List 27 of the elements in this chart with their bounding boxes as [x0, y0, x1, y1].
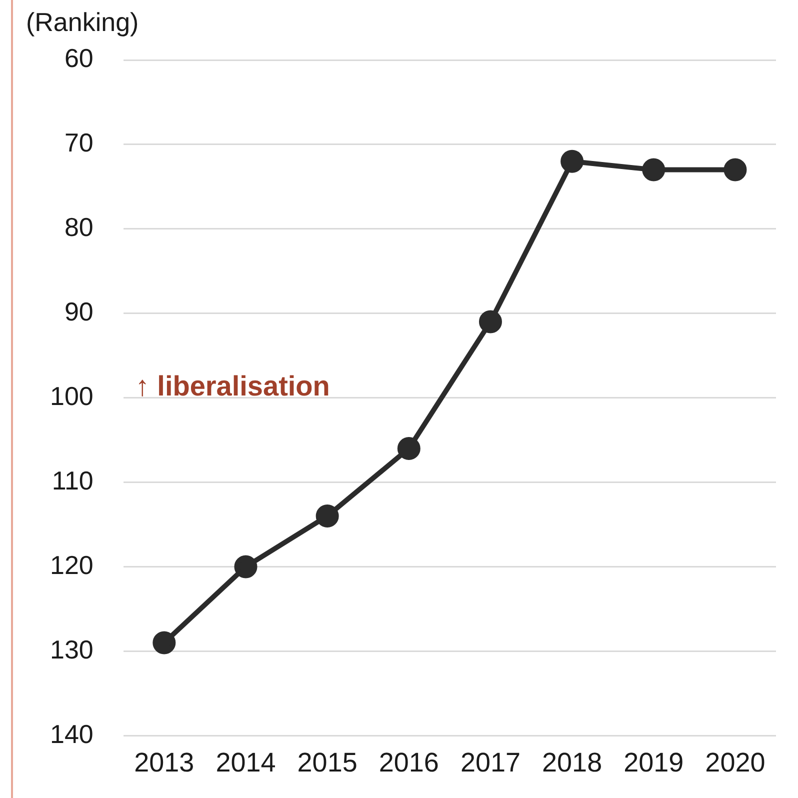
y-tick-label: 120: [50, 550, 94, 580]
point: [234, 555, 258, 578]
y-tick-label: 60: [64, 43, 94, 74]
point: [642, 158, 666, 182]
y-tick-label: 130: [50, 634, 94, 664]
x-tick-label: 2017: [460, 747, 521, 778]
y-tick-label: 140: [50, 718, 94, 749]
y-tick-label: 70: [64, 128, 94, 158]
point: [478, 310, 502, 334]
point: [560, 150, 584, 173]
x-tick-label: 2018: [542, 747, 602, 778]
x-tick-label: 2020: [705, 747, 766, 778]
y-axis-title: (Ranking): [26, 7, 139, 38]
point: [152, 631, 176, 654]
x-tick-label: 2015: [297, 747, 358, 778]
x-tick-label: 2013: [134, 747, 194, 778]
y-tick-label: 80: [64, 212, 94, 242]
y-tick-label: 100: [50, 380, 94, 411]
y-tick-label: 110: [52, 465, 94, 496]
x-tick-label: 2019: [624, 747, 684, 778]
point: [316, 504, 339, 528]
point: [724, 158, 747, 182]
point: [397, 436, 420, 460]
x-tick-label: 2016: [378, 747, 439, 778]
annotation: ↑ liberalisation: [135, 370, 330, 402]
y-tick-label: 90: [64, 296, 94, 327]
x-tick-label: 2014: [216, 747, 276, 778]
